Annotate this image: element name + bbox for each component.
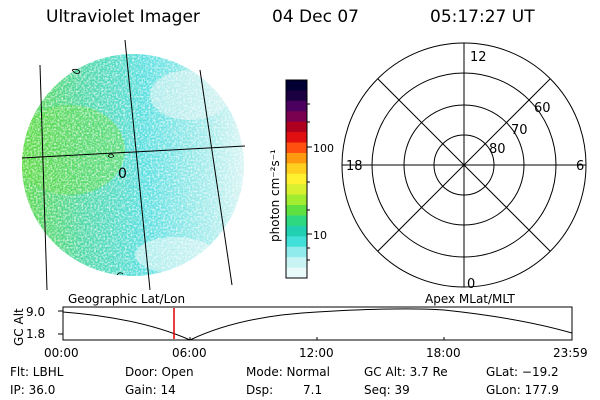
colorbar-step <box>286 246 307 258</box>
mlt-label-dawn: 6 <box>576 159 584 174</box>
image-time: 05:17:27 UT <box>430 7 535 27</box>
colorbar-step <box>286 225 307 237</box>
gc-alt-tick-high: 9.0 <box>26 305 45 319</box>
geo-center-label: 0 <box>118 166 127 182</box>
status-dsp-label: Dsp: <box>246 383 274 397</box>
colorbar-step <box>286 152 307 164</box>
colorbar-unit-label: photon cm⁻²s⁻¹ <box>268 149 282 242</box>
colorbar-step <box>286 132 307 144</box>
gc-alt-tick-low: 1.8 <box>26 327 45 341</box>
colorbar-step <box>286 80 307 91</box>
status-door: Door: Open <box>125 365 194 379</box>
colorbar-step <box>286 194 307 206</box>
status-glon: GLon: 177.9 <box>486 383 559 397</box>
colorbar-step <box>286 215 307 227</box>
mlt-label-noon: 12 <box>470 50 487 65</box>
geo-caption: Geographic Lat/Lon <box>68 292 185 306</box>
mlat-label-70: 70 <box>511 123 528 138</box>
time-tick-0000: 00:00 <box>44 346 79 360</box>
mlt-label-midnight: 0 <box>467 277 475 292</box>
polar-plot <box>341 42 587 288</box>
colorbar-step <box>286 184 307 196</box>
geographic-disk <box>22 54 244 276</box>
colorbar-step <box>286 236 307 248</box>
status-filter: Flt: LBHL <box>10 365 64 379</box>
colorbar-step <box>286 257 307 269</box>
colorbar-tick-marks <box>307 103 312 261</box>
colorbar <box>286 80 307 279</box>
colorbar-step <box>286 163 307 175</box>
status-dsp-value: 7.1 <box>303 383 323 397</box>
status-ip: IP: 36.0 <box>10 383 56 397</box>
colorbar-step <box>286 173 307 185</box>
colorbar-frame <box>285 79 308 279</box>
instrument-title: Ultraviolet Imager <box>46 7 200 27</box>
colorbar-step <box>286 111 307 123</box>
colorbar-step <box>286 205 307 216</box>
colorbar-tick-10: 10 <box>313 229 327 242</box>
latlon-grid <box>21 39 246 291</box>
time-tick-0600: 06:00 <box>172 346 207 360</box>
mlat-label-80: 80 <box>489 142 506 157</box>
colorbar-step <box>286 267 307 279</box>
colorbar-step <box>286 121 307 133</box>
time-tick-1800: 18:00 <box>426 346 461 360</box>
status-gain: Gain: 14 <box>125 383 176 397</box>
polar-caption: Apex MLat/MLT <box>425 292 515 306</box>
time-tick-1200: 12:00 <box>299 346 334 360</box>
status-seq: Seq: 39 <box>364 383 410 397</box>
status-gc-alt: GC Alt: 3.7 Re <box>364 365 448 379</box>
time-tick-2359: 23:59 <box>553 346 588 360</box>
altitude-curve <box>62 308 573 341</box>
timeline-ticks <box>58 310 445 340</box>
colorbar-step <box>286 142 307 154</box>
mlt-label-dusk: 18 <box>346 159 363 174</box>
status-glat: GLat: −19.2 <box>486 365 559 379</box>
mlat-label-60: 60 <box>534 101 551 116</box>
colorbar-step <box>286 90 307 102</box>
gc-alt-axis-label: GC Alt <box>12 308 26 346</box>
colorbar-step <box>286 100 307 112</box>
colorbar-tick-100: 100 <box>313 142 334 155</box>
status-mode: Mode: Normal <box>246 365 330 379</box>
image-date: 04 Dec 07 <box>272 7 359 27</box>
